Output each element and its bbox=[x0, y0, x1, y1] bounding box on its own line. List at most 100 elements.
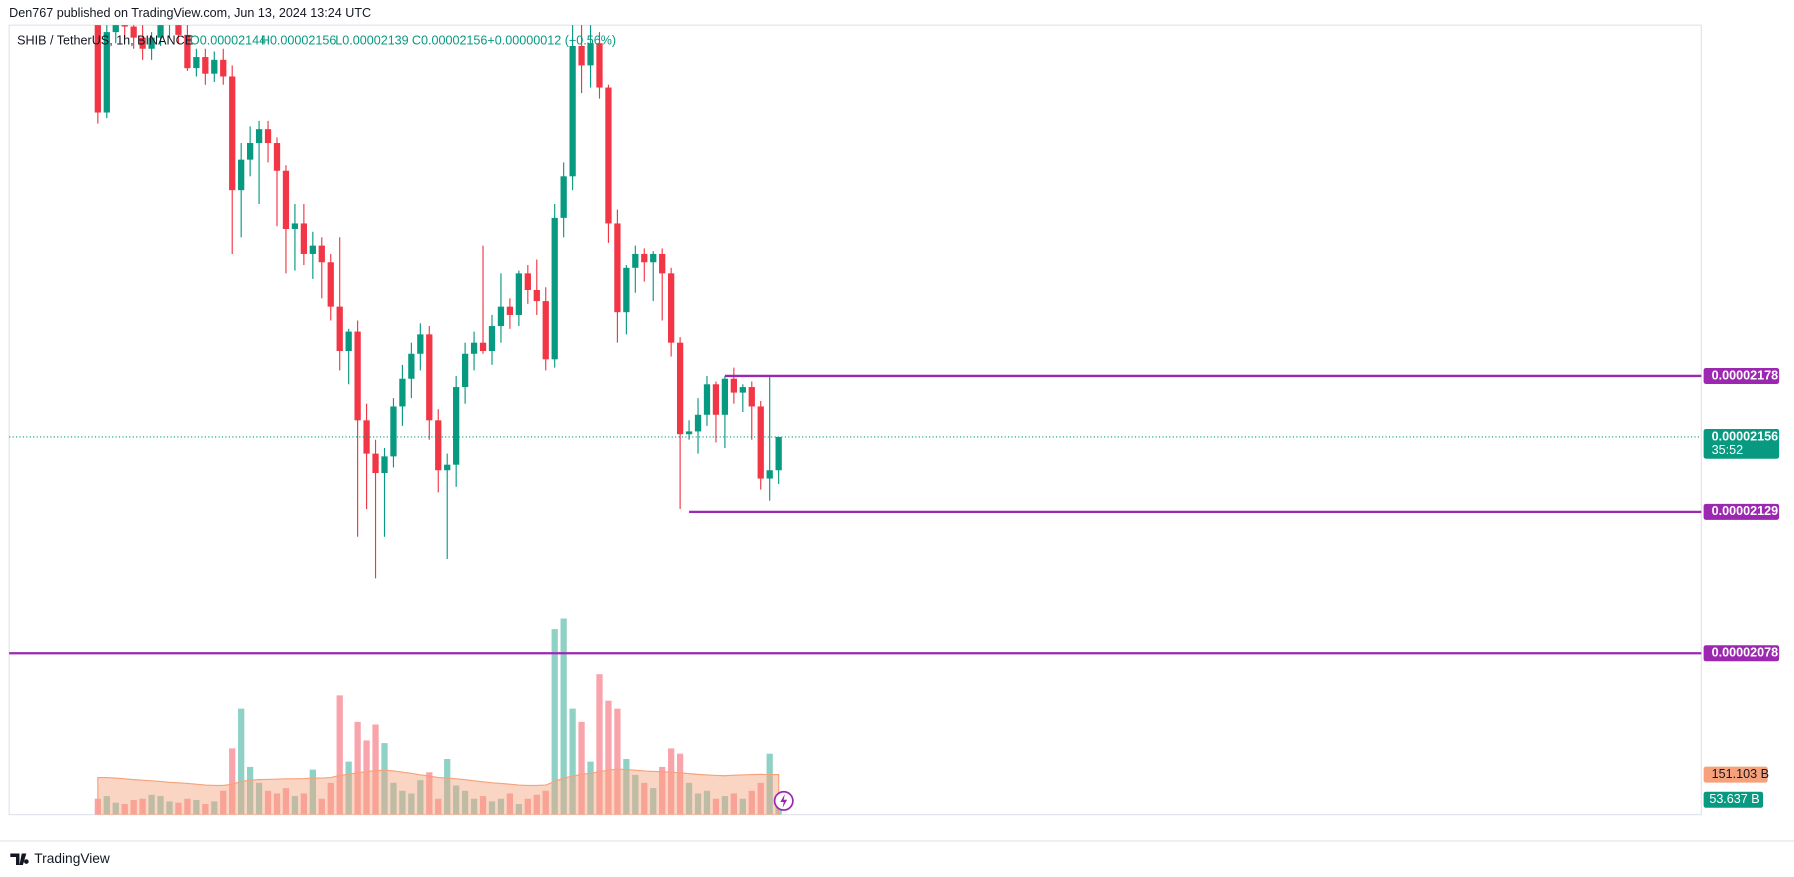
candle-body bbox=[461, 353, 469, 388]
candle-body bbox=[193, 57, 200, 69]
candle-body bbox=[426, 334, 433, 421]
candle-body bbox=[578, 45, 585, 66]
candle-body bbox=[130, 26, 137, 38]
candle-body bbox=[596, 43, 603, 88]
plot-frame bbox=[8, 24, 1702, 816]
volume-bar bbox=[497, 798, 505, 815]
volume-bar bbox=[112, 802, 119, 815]
candle-body bbox=[435, 420, 442, 471]
candle-body bbox=[139, 37, 146, 49]
volume-bar bbox=[193, 800, 200, 815]
volume-bar bbox=[712, 798, 720, 815]
volume-bar bbox=[721, 796, 729, 815]
volume-bar bbox=[238, 708, 245, 815]
candle-body bbox=[300, 223, 308, 254]
candle-body bbox=[408, 353, 415, 379]
volume-bar bbox=[560, 618, 567, 815]
legend-low: L0.00002139 bbox=[335, 34, 408, 48]
volume-bar bbox=[569, 708, 576, 815]
volume-bar bbox=[694, 793, 702, 815]
last-price-label: 0.00002156 bbox=[1712, 429, 1778, 443]
level-label: 0.00002178 bbox=[1712, 368, 1778, 382]
legend-close: C0.00002156 bbox=[412, 34, 488, 48]
candle-body bbox=[641, 253, 648, 263]
candle-body bbox=[479, 342, 487, 351]
volume-label: 53.637 B bbox=[1709, 792, 1759, 806]
candle-body bbox=[605, 87, 612, 224]
candle-body bbox=[757, 406, 764, 479]
volume-bar bbox=[614, 708, 621, 815]
volume-bar bbox=[345, 761, 352, 815]
candle-body bbox=[703, 384, 711, 415]
volume-pane bbox=[94, 618, 782, 815]
candle-body bbox=[220, 59, 227, 77]
candle-body bbox=[614, 223, 621, 313]
volume-bar bbox=[506, 793, 514, 815]
volume-bar bbox=[148, 794, 155, 815]
candle-body bbox=[345, 331, 352, 351]
last-price-tag bbox=[1703, 428, 1780, 459]
candle-body bbox=[273, 143, 281, 171]
footer-brand: TradingView bbox=[34, 851, 110, 866]
volume-bar bbox=[220, 790, 227, 815]
candle-body bbox=[650, 253, 657, 263]
volume-bar bbox=[408, 793, 415, 815]
candle-body bbox=[560, 176, 567, 218]
volume-bar bbox=[703, 790, 711, 815]
candle-body bbox=[569, 45, 576, 177]
volume-bar bbox=[587, 761, 594, 815]
volume-bar bbox=[650, 788, 657, 815]
volume-bar bbox=[175, 802, 182, 815]
candle-body bbox=[470, 342, 478, 354]
candle-body bbox=[246, 143, 254, 160]
level-tag bbox=[1703, 367, 1780, 384]
level-tag bbox=[1703, 503, 1780, 520]
candle-body bbox=[551, 217, 558, 360]
legend-high: H0.00002156 bbox=[261, 34, 337, 48]
volume-ma-label: 151.103 B bbox=[1712, 767, 1769, 781]
volume-bar bbox=[372, 724, 379, 815]
volume-bar bbox=[426, 772, 433, 815]
candle-body bbox=[712, 384, 720, 415]
volume-bar bbox=[632, 774, 639, 815]
volume-bar bbox=[273, 793, 281, 815]
flash-bolt bbox=[780, 794, 788, 808]
volume-bar bbox=[578, 721, 585, 815]
volume-bar bbox=[121, 804, 128, 815]
candle-body bbox=[748, 387, 755, 407]
volume-bar bbox=[766, 753, 773, 815]
candle-body bbox=[318, 245, 325, 263]
volume-bar bbox=[211, 801, 218, 815]
candle-body bbox=[533, 289, 540, 302]
volume-bar bbox=[515, 804, 523, 815]
candle-body bbox=[506, 306, 514, 315]
volume-bar bbox=[623, 758, 630, 815]
candle-body bbox=[255, 129, 263, 144]
volume-bar bbox=[757, 782, 764, 815]
volume-bar bbox=[354, 721, 361, 815]
volume-bar bbox=[542, 790, 549, 815]
candle-body bbox=[524, 273, 531, 290]
volume-ma-area bbox=[97, 768, 780, 815]
volume-bar bbox=[300, 793, 308, 815]
candle-body bbox=[327, 262, 334, 307]
volume-bar bbox=[184, 798, 191, 815]
attribution: Den767 published on TradingView.com, Jun… bbox=[9, 6, 371, 20]
candle-body bbox=[739, 387, 746, 393]
volume-bar bbox=[461, 790, 469, 815]
logo bbox=[10, 853, 29, 865]
candle-body bbox=[399, 378, 406, 407]
volume-bar bbox=[103, 796, 110, 815]
volume-bar bbox=[641, 782, 648, 815]
volume-bar bbox=[309, 769, 316, 815]
candle-body bbox=[632, 253, 639, 268]
candle-body bbox=[390, 406, 397, 457]
volume-bar bbox=[255, 782, 263, 815]
volume-bar bbox=[685, 782, 693, 815]
level-label: 0.00002078 bbox=[1712, 646, 1778, 660]
candle-body bbox=[157, 25, 164, 38]
candle-body bbox=[488, 326, 496, 351]
volume-bar bbox=[246, 766, 254, 815]
volume-bar bbox=[533, 794, 540, 815]
